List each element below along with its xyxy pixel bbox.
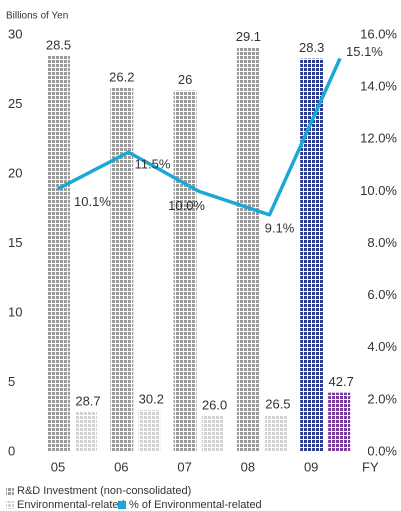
bar: [110, 87, 134, 452]
y2-tick-label: 0.0%: [367, 443, 397, 458]
data-label: 30.2: [139, 391, 164, 406]
bar: [264, 415, 287, 452]
legend-swatch: [6, 487, 14, 495]
bar: [300, 58, 324, 452]
bar: [47, 55, 70, 452]
x-tick-label: 05: [51, 459, 65, 474]
data-label: 26.0: [202, 397, 227, 412]
data-label: 42.7: [329, 374, 354, 389]
y-axis-label: Billions of Yen: [6, 11, 68, 22]
bar: [328, 392, 351, 452]
y-tick-label: 0: [8, 443, 15, 458]
data-label: 28.5: [46, 37, 71, 52]
x-tick-label: 09: [304, 459, 318, 474]
x-axis-label: FY: [362, 459, 379, 474]
bar: [138, 410, 161, 452]
data-label: 15.1%: [346, 44, 383, 59]
y2-tick-label: 14.0%: [360, 79, 397, 94]
y-tick-label: 20: [8, 165, 22, 180]
data-label: 9.1%: [265, 220, 295, 235]
y2-tick-label: 10.0%: [360, 183, 397, 198]
bar: [201, 415, 224, 452]
y2-tick-label: 6.0%: [367, 287, 397, 302]
data-label: 28.3: [299, 40, 324, 55]
legend-label: Environmental-related: [17, 499, 125, 511]
bar: [236, 47, 260, 452]
data-label: 26.2: [109, 69, 134, 84]
y-tick-label: 15: [8, 235, 22, 250]
legend-swatch: [118, 501, 126, 509]
legend-swatch: [6, 501, 14, 509]
y2-tick-label: 12.0%: [360, 131, 397, 146]
y-tick-label: 25: [8, 96, 22, 111]
y2-tick-label: 2.0%: [367, 391, 397, 406]
x-tick-label: 07: [177, 459, 191, 474]
bar: [173, 90, 197, 452]
y2-tick-label: 16.0%: [360, 26, 397, 41]
data-label: 28.7: [75, 394, 100, 409]
x-tick-label: 08: [241, 459, 255, 474]
bar: [75, 412, 97, 452]
data-label: 10.0%: [168, 198, 205, 213]
x-tick-label: 06: [114, 459, 128, 474]
data-label: 11.5%: [135, 157, 171, 172]
legend-label: R&D Investment (non-consolidated): [17, 485, 191, 497]
data-label: 29.1: [236, 29, 261, 44]
y-tick-label: 5: [8, 374, 15, 389]
y-tick-label: 30: [8, 26, 22, 41]
data-label: 10.1%: [74, 194, 111, 209]
data-label: 26.5: [265, 397, 290, 412]
legend-label: % of Environmental-related: [129, 499, 262, 511]
y2-tick-label: 4.0%: [367, 339, 397, 354]
line: [57, 57, 342, 217]
data-label: 26: [178, 72, 192, 87]
y2-tick-label: 8.0%: [367, 235, 397, 250]
y-tick-label: 10: [8, 304, 22, 319]
